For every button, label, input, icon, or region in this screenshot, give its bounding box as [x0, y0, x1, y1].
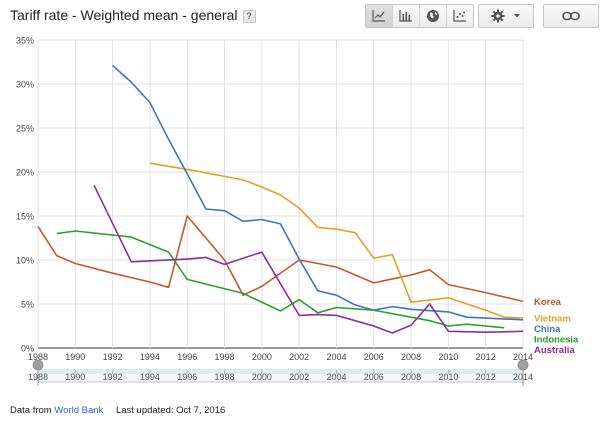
settings-toolbar: [478, 4, 534, 28]
data-from-label: Data from: [10, 405, 52, 416]
chart-title: Tariff rate - Weighted mean - general: [10, 7, 238, 23]
series-label-indonesia: Indonesia: [534, 335, 579, 346]
x-tick-label: 2004: [326, 352, 346, 362]
chart-view-toolbar: [365, 4, 474, 28]
link-icon: [562, 11, 580, 21]
y-tick-label: 0%: [21, 344, 34, 354]
series-line-indonesia[interactable]: [56, 230, 505, 329]
x-tick-label: 2000: [252, 352, 272, 362]
timeline-tick-label: 1996: [177, 372, 197, 382]
series-label-australia: Australia: [534, 345, 575, 356]
y-tick-label: 5%: [21, 300, 34, 310]
scatter-chart-button[interactable]: [447, 5, 473, 27]
x-tick-label: 2014: [513, 352, 533, 362]
gear-icon: [491, 9, 505, 23]
x-tick-label: 1992: [103, 352, 123, 362]
timeline-end-handle[interactable]: [517, 359, 529, 371]
series-line-korea[interactable]: [37, 215, 524, 303]
y-tick-label: 10%: [16, 256, 34, 266]
help-button[interactable]: ?: [242, 10, 256, 23]
line-chart-icon: [372, 10, 385, 22]
series-label-korea: Korea: [534, 297, 562, 308]
timeline-tick-label: 1992: [103, 372, 123, 382]
x-tick-label: 2012: [476, 352, 496, 362]
x-tick-label: 2008: [401, 352, 421, 362]
globe-map-icon: [427, 10, 439, 22]
chart-title-row: Tariff rate - Weighted mean - general?: [10, 7, 256, 23]
x-tick-label: 2002: [289, 352, 309, 362]
bar-chart-icon: [399, 10, 412, 22]
x-tick-label: 1988: [28, 352, 48, 362]
series-label-vietnam: Vietnam: [534, 314, 571, 325]
x-tick-label: 1996: [177, 352, 197, 362]
series-line-australia[interactable]: [93, 184, 524, 334]
last-updated-label: Last updated: Oct 7, 2016: [115, 405, 226, 416]
timeline-range-fill: [38, 370, 523, 374]
chart-footer: Data from World Bank Last updated: Oct 7…: [10, 405, 225, 416]
series-line-vietnam[interactable]: [149, 162, 524, 319]
y-tick-label: 35%: [16, 36, 34, 46]
timeline-tick-label: 2010: [438, 372, 458, 382]
timeline-tick-label: 2004: [326, 372, 346, 382]
y-tick-label: 30%: [16, 80, 34, 90]
bar-chart-button[interactable]: [393, 5, 420, 27]
chart-header: Tariff rate - Weighted mean - general?: [0, 0, 600, 30]
timeline-start-handle[interactable]: [32, 359, 44, 371]
caret-down-icon: [514, 14, 520, 18]
x-tick-label: 1990: [65, 352, 85, 362]
world-bank-link[interactable]: World Bank: [54, 405, 104, 416]
link-button[interactable]: [544, 5, 598, 27]
line-chart: 0% 5% 10% 15% 20% 25% 30% 35% 1988 1990 1992 1994 1…: [16, 36, 579, 386]
series-label-china: China: [534, 324, 561, 335]
line-chart-button[interactable]: [366, 5, 393, 27]
map-button[interactable]: [420, 5, 447, 27]
x-tick-label: 1994: [140, 352, 160, 362]
series-line-china[interactable]: [112, 64, 524, 321]
timeline-tick-label: 2006: [364, 372, 384, 382]
x-tick-label: 1998: [215, 352, 235, 362]
timeline-tick-label: 2000: [252, 372, 272, 382]
timeline-tick-label: 2002: [289, 372, 309, 382]
x-tick-label: 2010: [438, 352, 458, 362]
timeline-tick-label: 1998: [215, 372, 235, 382]
timeline-tick-label: 2008: [401, 372, 421, 382]
timeline-tick-label: 1994: [140, 372, 160, 382]
timeline-tick-label: 2012: [476, 372, 496, 382]
y-tick-label: 20%: [16, 168, 34, 178]
settings-button[interactable]: [479, 5, 533, 27]
share-toolbar: [543, 4, 599, 28]
x-tick-label: 2006: [364, 352, 384, 362]
y-tick-label: 15%: [16, 212, 34, 222]
scatter-chart-icon: [453, 10, 466, 22]
timeline-tick-label: 1990: [65, 372, 85, 382]
y-tick-label: 25%: [16, 124, 34, 134]
